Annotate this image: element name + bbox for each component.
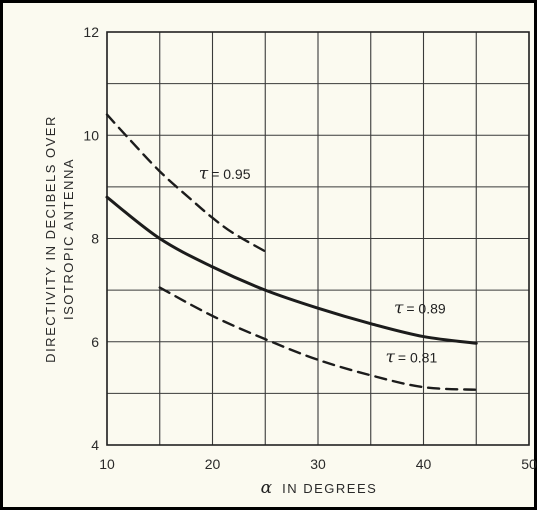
x-tick-label: 10 <box>99 456 115 472</box>
tau-symbol: τ <box>394 298 404 318</box>
tick-labels: 10 20 30 40 50 4 6 8 10 12 <box>83 24 537 472</box>
y-axis-title-line-1: DIRECTIVITY IN DECIBELS OVER <box>43 115 58 363</box>
curve-label-2: τ = 0.89 <box>394 298 446 318</box>
series-line-1 <box>105 113 267 253</box>
x-axis-symbol: α <box>261 478 273 498</box>
y-tick-label: 10 <box>83 127 99 143</box>
annotation-layer: τ = 0.95τ = 0.89τ = 0.81 <box>199 164 446 367</box>
x-axis-label: IN DEGREES <box>282 481 377 496</box>
curve-label-3: τ = 0.81 <box>386 347 438 367</box>
series-layer <box>105 113 478 391</box>
axes <box>106 31 530 446</box>
x-axis-title: α IN DEGREES <box>261 478 378 498</box>
x-tick-label: 40 <box>416 456 432 472</box>
curve-label-1: τ = 0.95 <box>199 164 251 184</box>
series-line-3 <box>158 286 478 391</box>
x-tick-label: 20 <box>205 456 221 472</box>
y-tick-label: 12 <box>83 24 99 40</box>
curve-label-value: = 0.81 <box>398 349 438 365</box>
x-tick-label: 30 <box>310 456 326 472</box>
tau-symbol: τ <box>199 164 209 184</box>
curve-label-value: = 0.89 <box>406 300 446 316</box>
y-axis-title-line-2: ISOTROPIC ANTENNA <box>61 158 76 320</box>
y-tick-label: 8 <box>91 231 99 247</box>
plot-border <box>106 31 530 446</box>
directivity-chart: τ = 0.95τ = 0.89τ = 0.81 10 20 30 40 504681012 … <box>43 24 537 498</box>
y-tick-label: 6 <box>91 334 99 350</box>
series-line-2 <box>105 195 478 345</box>
tau-symbol: τ <box>386 347 396 367</box>
y-tick-label: 4 <box>91 437 99 453</box>
y-axis-title: DIRECTIVITY IN DECIBELS OVER ISOTROPIC A… <box>43 115 76 363</box>
x-tick-label: 50 <box>521 456 537 472</box>
curve-label-value: = 0.95 <box>211 166 251 182</box>
